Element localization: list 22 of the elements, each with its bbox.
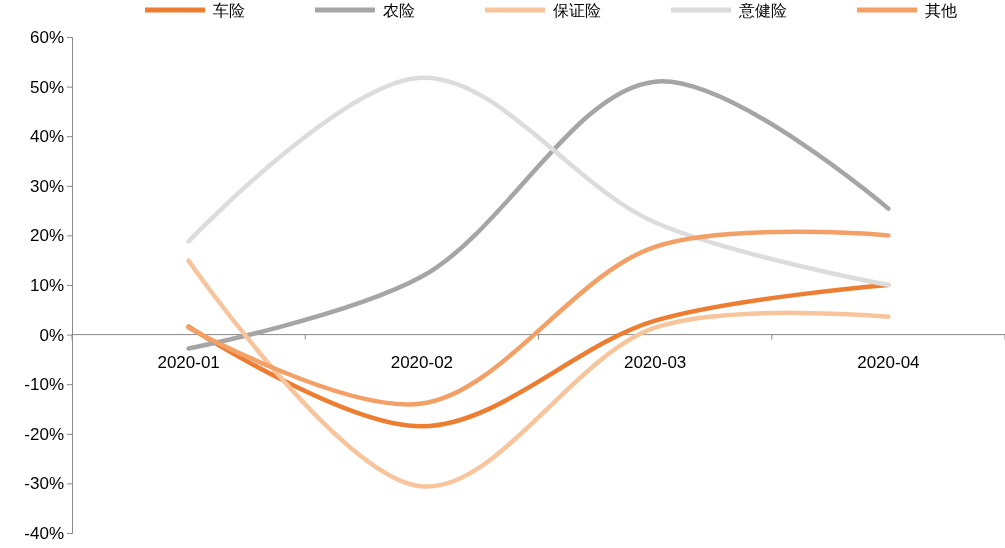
y-tick-label: 60% xyxy=(29,27,64,47)
legend-label: 意健险 xyxy=(738,2,787,19)
x-tick-label: 2020-04 xyxy=(857,352,920,372)
line-series xyxy=(186,75,891,288)
x-tick-label: 2020-03 xyxy=(623,352,687,372)
y-tick-label: -10% xyxy=(24,375,64,395)
line-series xyxy=(186,79,891,351)
x-tick-label: 2020-01 xyxy=(157,352,220,372)
y-tick-label: -30% xyxy=(24,474,64,494)
y-tick-label: -40% xyxy=(24,523,64,543)
legend-label: 车险 xyxy=(213,2,245,19)
legend-label: 农险 xyxy=(383,2,415,19)
y-tick-label: 30% xyxy=(29,176,64,196)
y-tick-label: 0% xyxy=(39,325,64,345)
x-tick-label: 2020-02 xyxy=(390,352,454,372)
y-tick-label: -20% xyxy=(24,424,64,444)
legend-label: 保证险 xyxy=(553,2,601,19)
legend-label: 其他 xyxy=(925,2,957,19)
y-tick-label: 10% xyxy=(29,275,64,295)
y-tick-label: 40% xyxy=(29,127,64,147)
y-tick-label: 50% xyxy=(29,77,64,97)
y-tick-label: 20% xyxy=(29,226,64,246)
